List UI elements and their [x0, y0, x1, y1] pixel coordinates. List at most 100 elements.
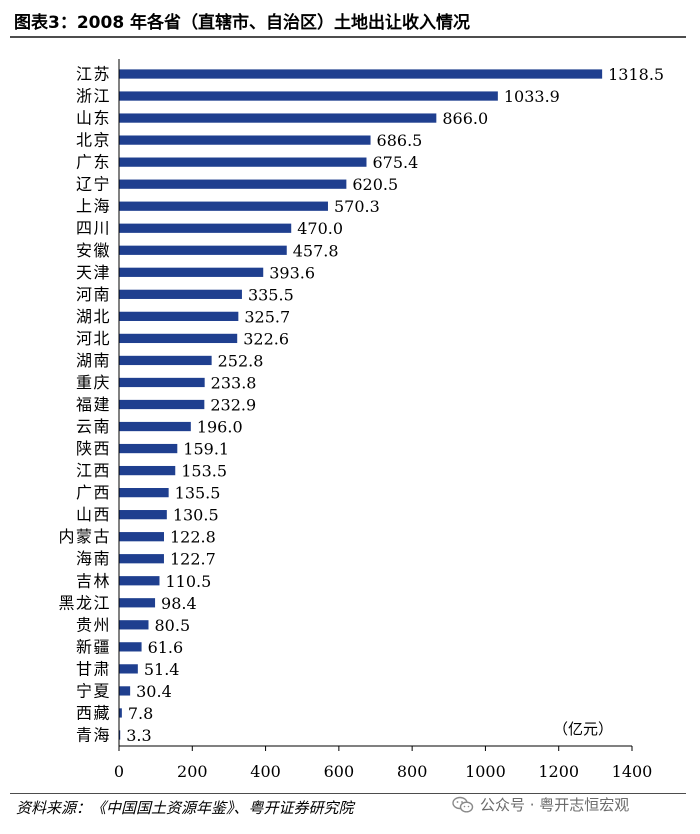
watermark-text: 公众号 · 粤开志恒宏观 [480, 796, 630, 814]
value-label: 470.0 [297, 219, 343, 238]
bar [119, 267, 264, 277]
bar [119, 664, 138, 674]
bar [119, 311, 239, 321]
value-label: 866.0 [442, 109, 488, 128]
value-label: 252.8 [218, 351, 264, 370]
bar [119, 289, 242, 299]
category-label: 贵州 [76, 615, 111, 634]
category-label: 河南 [76, 285, 111, 304]
value-label: 98.4 [161, 594, 197, 613]
value-label: 335.5 [248, 285, 294, 304]
category-label: 湖南 [76, 351, 111, 370]
category-label: 青海 [76, 725, 111, 744]
bar [119, 708, 122, 718]
value-label: 30.4 [136, 682, 172, 701]
value-label: 122.7 [170, 550, 216, 569]
category-label: 吉林 [76, 571, 111, 590]
x-tick-label: 0 [114, 762, 124, 781]
value-label: 110.5 [165, 572, 211, 591]
value-label: 80.5 [155, 616, 191, 635]
bar [119, 510, 167, 520]
category-label: 浙江 [76, 87, 111, 106]
bar [119, 421, 191, 432]
value-label: 130.5 [173, 506, 219, 525]
bar [119, 730, 121, 740]
value-label: 232.9 [210, 396, 256, 415]
top-divider [10, 36, 686, 38]
bar [119, 179, 347, 189]
bar [119, 465, 176, 476]
bar [119, 686, 131, 696]
bar [119, 113, 437, 123]
bar [119, 333, 238, 344]
value-label: 393.6 [269, 263, 315, 282]
bar [119, 443, 178, 454]
category-label: 北京 [76, 131, 111, 150]
value-label: 51.4 [144, 660, 180, 679]
bar [119, 576, 160, 586]
category-label: 广西 [76, 483, 111, 502]
source-note: 资料来源：《中国国土资源年鉴》、粤开证券研究院 [16, 799, 354, 817]
x-tick-label: 400 [250, 762, 281, 781]
value-label: 1318.5 [608, 65, 664, 84]
value-label: 159.1 [183, 440, 229, 459]
category-label: 西藏 [76, 703, 111, 722]
watermark: 公众号 · 粤开志恒宏观 [452, 794, 629, 815]
x-tick-label: 1000 [465, 762, 506, 781]
category-label: 云南 [76, 417, 111, 436]
value-label: 1033.9 [504, 87, 560, 106]
value-label: 620.5 [352, 175, 398, 194]
bar [119, 642, 142, 652]
bar [119, 135, 371, 145]
bar [119, 223, 292, 233]
category-label: 四川 [76, 219, 111, 238]
category-label: 安徽 [76, 241, 111, 260]
value-label: 7.8 [128, 704, 153, 723]
bar [119, 69, 603, 79]
category-label: 广东 [76, 153, 111, 172]
bar [119, 620, 149, 630]
category-label: 甘肃 [76, 659, 111, 678]
x-tick-label: 200 [177, 762, 208, 781]
category-label: 上海 [76, 197, 111, 216]
value-label: 196.0 [197, 418, 243, 437]
category-label: 辽宁 [76, 175, 111, 194]
bar [119, 532, 164, 542]
category-label: 宁夏 [76, 681, 111, 700]
category-label: 新疆 [76, 637, 111, 656]
x-tick-label: 800 [397, 762, 428, 781]
value-label: 122.8 [170, 528, 216, 547]
category-label: 福建 [76, 395, 111, 414]
category-label: 江苏 [76, 65, 111, 84]
bar [119, 91, 498, 101]
category-label: 江西 [76, 461, 111, 480]
value-label: 457.8 [293, 241, 339, 260]
value-label: 61.6 [148, 638, 184, 657]
category-label: 天津 [76, 263, 111, 282]
category-label: 湖北 [76, 307, 111, 326]
x-tick-label: 600 [324, 762, 355, 781]
value-label: 686.5 [377, 131, 423, 150]
bar [119, 355, 212, 366]
bottom-divider [10, 793, 686, 794]
value-label: 233.8 [211, 373, 257, 392]
value-label: 135.5 [175, 484, 221, 503]
x-tick-label: 1400 [612, 762, 653, 781]
category-label: 内蒙古 [58, 527, 111, 546]
value-label: 322.6 [243, 329, 289, 348]
wechat-icon [452, 796, 474, 813]
category-label: 重庆 [76, 373, 111, 392]
chart-title: 图表3：2008 年各省（直辖市、自治区）土地出让收入情况 [14, 13, 471, 33]
category-label: 陕西 [76, 439, 111, 458]
unit-label: （亿元） [553, 720, 613, 738]
bar [119, 245, 287, 255]
value-label: 325.7 [244, 307, 290, 326]
category-label: 河北 [76, 329, 111, 348]
bar [119, 157, 367, 167]
x-tick-label: 1200 [538, 762, 579, 781]
bar [119, 201, 328, 211]
bar [119, 377, 205, 388]
bar [119, 598, 156, 608]
value-label: 3.3 [126, 726, 151, 745]
